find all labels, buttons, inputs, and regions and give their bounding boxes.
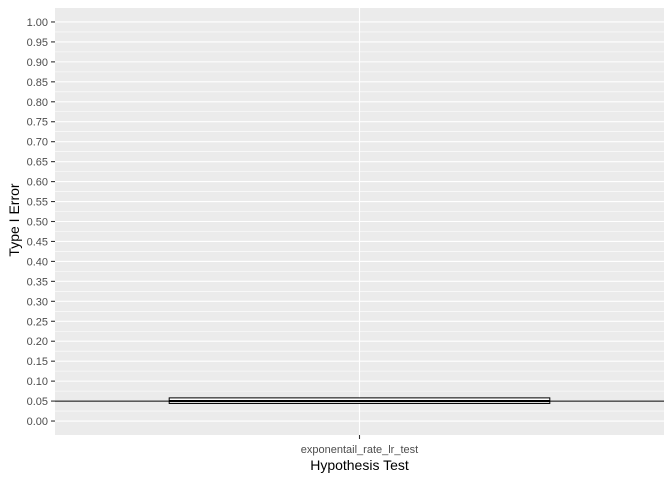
plot-panel: [55, 8, 664, 435]
y-tick-label: 0.25: [27, 316, 48, 328]
y-tick-label: 0.65: [27, 157, 48, 169]
y-tick-label: 1.00: [27, 17, 48, 29]
y-tick-label: 0.85: [27, 77, 48, 89]
y-tick-label: 0.80: [27, 97, 48, 109]
y-tick-label: 0.45: [27, 236, 48, 248]
y-tick-label: 0.35: [27, 276, 48, 288]
x-axis-title: Hypothesis Test: [310, 457, 409, 473]
y-tick-label: 0.15: [27, 356, 48, 368]
y-tick-label: 0.60: [27, 177, 48, 189]
y-tick-label: 0.70: [27, 137, 48, 149]
y-tick-label: 0.55: [27, 197, 48, 209]
y-tick-label: 0.90: [27, 57, 48, 69]
data-layer: [55, 397, 664, 404]
y-tick-label: 0.00: [27, 416, 48, 428]
y-tick-label: 0.05: [27, 396, 48, 408]
y-tick-label: 0.75: [27, 117, 48, 129]
y-tick-label: 0.50: [27, 217, 48, 229]
x-tick-label: exponentail_rate_lr_test: [301, 444, 418, 456]
y-tick-label: 0.20: [27, 336, 48, 348]
y-tick-label: 0.40: [27, 256, 48, 268]
y-tick-label: 0.30: [27, 296, 48, 308]
y-axis-title: Type I Error: [6, 183, 22, 256]
y-tick-label: 0.10: [27, 376, 48, 388]
y-tick-label: 0.95: [27, 37, 48, 49]
axes: 0.00 0.05 0.10 0.15 0.20 0.25 0.30 0.35 0.40 0.45…: [27, 17, 419, 456]
